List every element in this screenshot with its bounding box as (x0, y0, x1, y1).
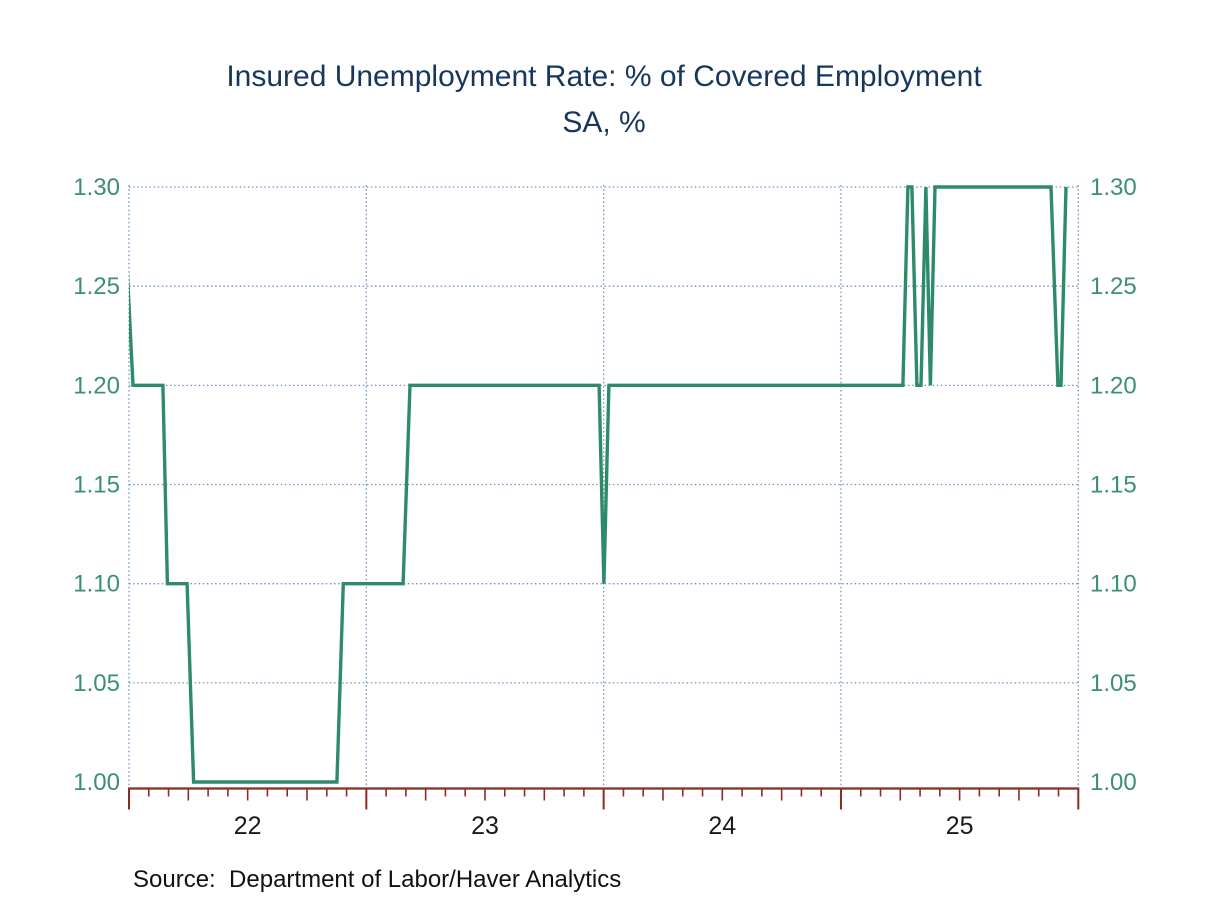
y-axis-label-right: 1.15 (1090, 472, 1137, 499)
x-axis-year-label: 25 (946, 812, 974, 840)
x-axis-year-label: 22 (234, 812, 262, 840)
y-axis-label-right: 1.20 (1090, 372, 1137, 399)
y-axis-label-left: 1.25 (73, 273, 120, 300)
x-axis-year-label: 24 (708, 812, 736, 840)
chart-title: Insured Unemployment Rate: % of Covered … (0, 54, 1208, 146)
source-note: Source: Department of Labor/Haver Analyt… (133, 866, 622, 893)
y-axis-label-right: 1.10 (1090, 571, 1137, 598)
data-line (129, 185, 1068, 784)
gridlines (128, 185, 1079, 789)
y-axis-label-left: 1.20 (73, 372, 120, 399)
y-axis-label-left: 1.10 (73, 571, 120, 598)
chart-subtitle: SA, % (562, 106, 646, 139)
x-axis-year-label: 23 (471, 812, 499, 840)
y-axis-label-left: 1.30 (73, 174, 120, 201)
y-axis-labels: 1.00 1.00 1.05 1.05 1.10 1.10 1.15 1.15 1.20 1.20… (73, 174, 1136, 796)
y-axis-label-left: 1.15 (73, 472, 120, 499)
chart-title-line1: Insured Unemployment Rate: % of Covered … (226, 60, 982, 93)
y-axis-label-right: 1.00 (1090, 769, 1137, 796)
y-axis-label-right: 1.30 (1090, 174, 1137, 201)
y-axis-label-right: 1.25 (1090, 273, 1137, 300)
x-axis (128, 787, 1080, 810)
x-axis-labels: 22 23 24 25 (234, 812, 974, 840)
y-axis-label-right: 1.05 (1090, 670, 1137, 697)
y-axis-label-left: 1.05 (73, 670, 120, 697)
y-axis-label-left: 1.00 (73, 769, 120, 796)
